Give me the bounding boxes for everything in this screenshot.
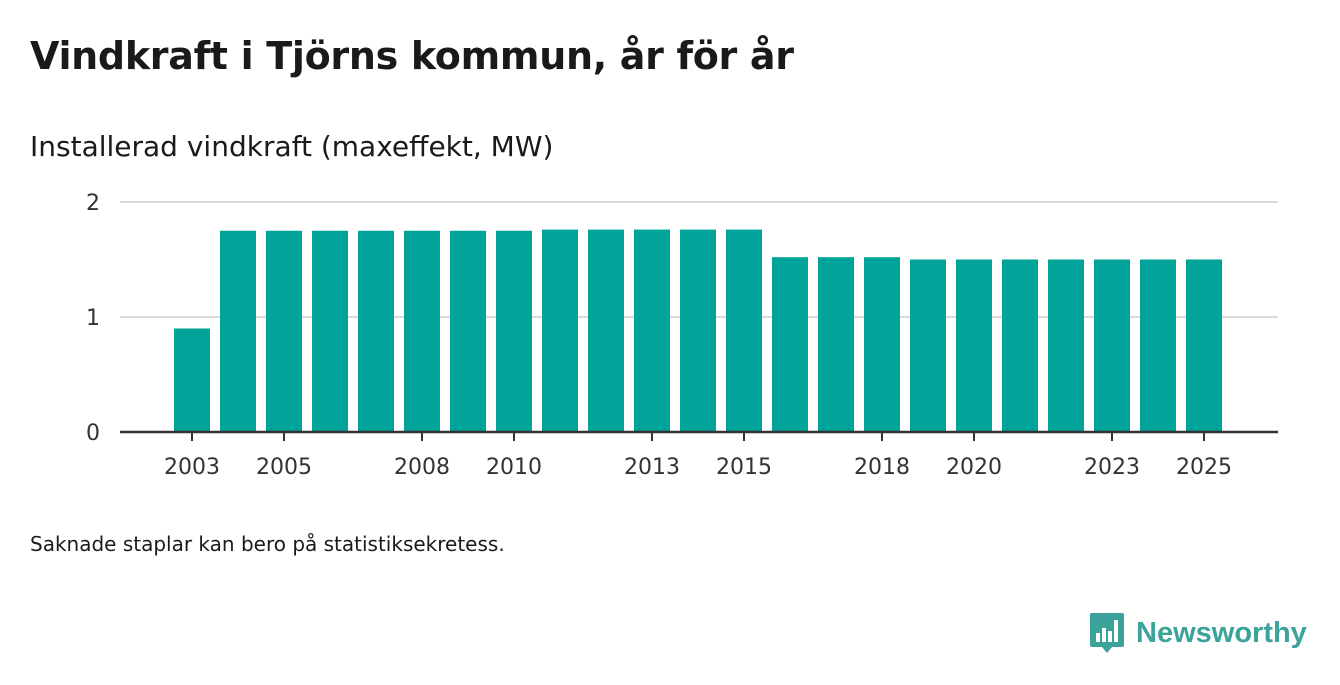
bar-2012 xyxy=(588,229,624,432)
chart-title: Vindkraft i Tjörns kommun, år för år xyxy=(30,34,794,78)
bar-2007 xyxy=(358,230,394,432)
bar-2023 xyxy=(1094,259,1130,432)
bar-2017 xyxy=(818,257,854,432)
bar-2018 xyxy=(864,257,900,432)
x-tick-label: 2023 xyxy=(1084,455,1140,480)
newsworthy-logo-icon xyxy=(1090,613,1124,653)
y-tick-label: 1 xyxy=(86,306,100,331)
bar-2009 xyxy=(450,230,486,432)
x-tick-label: 2020 xyxy=(946,455,1002,480)
chart-subtitle: Installerad vindkraft (maxeffekt, MW) xyxy=(30,130,554,163)
brand-logo: Newsworthy xyxy=(1088,610,1307,656)
x-tick-label: 2003 xyxy=(164,455,220,480)
bar-2024 xyxy=(1140,259,1176,432)
x-tick-label: 2010 xyxy=(486,455,542,480)
bar-2004 xyxy=(220,230,256,432)
bar-2016 xyxy=(772,257,808,432)
x-tick-label: 2008 xyxy=(394,455,450,480)
bar-2006 xyxy=(312,230,348,432)
bar-2013 xyxy=(634,229,670,432)
bar-2015 xyxy=(726,229,762,432)
x-tick-label: 2013 xyxy=(624,455,680,480)
bar-2014 xyxy=(680,229,716,432)
bar-2021 xyxy=(1002,259,1038,432)
bar-2005 xyxy=(266,230,302,432)
bar-2020 xyxy=(956,259,992,432)
brand-name: Newsworthy xyxy=(1136,616,1307,649)
bar-2011 xyxy=(542,229,578,432)
footnote: Saknade staplar kan bero på statistiksek… xyxy=(30,532,505,556)
bar-2003 xyxy=(174,328,210,432)
bar-2022 xyxy=(1048,259,1084,432)
x-tick-label: 2005 xyxy=(256,455,312,480)
x-tick-label: 2015 xyxy=(716,455,772,480)
bar-2019 xyxy=(910,259,946,432)
bar-2010 xyxy=(496,230,532,432)
x-tick-label: 2025 xyxy=(1176,455,1232,480)
y-tick-label: 0 xyxy=(86,421,100,446)
bar-chart: 0 1 2 2003 2005 2008 2010 2013 2015 2018 2020 2023 2… xyxy=(86,191,1278,480)
bar-2008 xyxy=(404,230,440,432)
bar-2025 xyxy=(1186,259,1222,432)
x-tick-label: 2018 xyxy=(854,455,910,480)
y-tick-label: 2 xyxy=(86,191,100,216)
